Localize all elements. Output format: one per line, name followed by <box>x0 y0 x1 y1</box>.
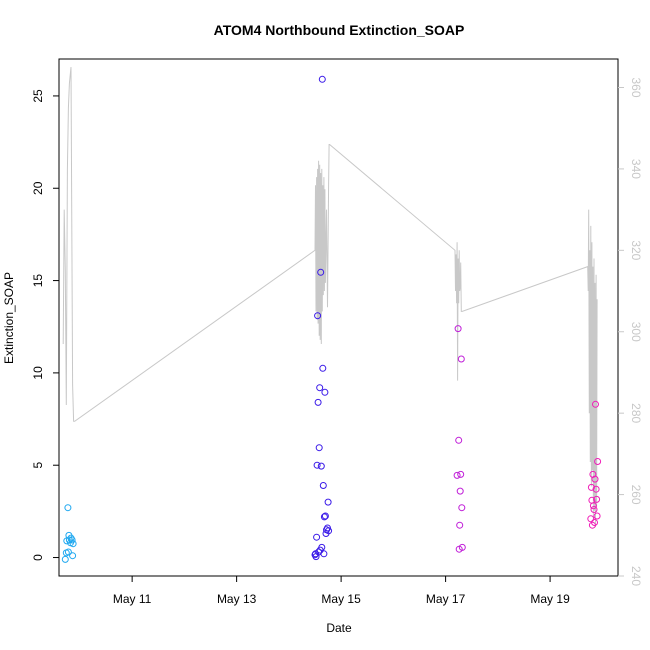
data-point <box>317 462 325 470</box>
data-point <box>455 436 463 444</box>
data-point <box>318 75 326 83</box>
data-point <box>314 312 322 320</box>
x-tick-label: May 11 <box>113 592 152 606</box>
y-tick-label: 20 <box>31 181 45 195</box>
y-tick-label: 10 <box>31 366 45 380</box>
data-point <box>64 548 72 556</box>
chart-title: ATOM4 Northbound Extinction_SOAP <box>214 22 465 38</box>
data-point <box>458 504 466 512</box>
data-point <box>313 533 321 541</box>
data-point <box>68 536 76 544</box>
y-tick-label: 25 <box>31 89 45 103</box>
data-point <box>594 458 602 465</box>
x-tick-label: May 15 <box>321 592 361 606</box>
data-point <box>69 540 77 548</box>
data-point <box>458 543 466 551</box>
x-tick-label: May 19 <box>530 592 570 606</box>
y2-tick-label: 340 <box>629 159 643 179</box>
right-axis-trace-layer <box>62 67 598 528</box>
data-point <box>593 495 601 503</box>
data-point <box>320 550 328 558</box>
data-point <box>453 471 461 479</box>
y-tick-label: 5 <box>31 462 45 469</box>
data-point <box>456 487 464 495</box>
right-axis-trace-line <box>62 67 598 528</box>
data-point <box>317 268 325 276</box>
data-point <box>313 461 321 469</box>
y2-tick-label: 240 <box>629 566 643 586</box>
data-point <box>592 400 599 408</box>
data-point <box>592 485 600 493</box>
y-axis-label: Extinction_SOAP <box>2 272 16 364</box>
data-point <box>589 502 597 510</box>
x-axis: May 11 May 13 May 15 May 17 May 19 <box>113 576 570 606</box>
data-point <box>591 519 598 526</box>
data-point <box>315 444 323 452</box>
data-point <box>324 498 332 506</box>
x-tick-label: May 13 <box>217 592 257 606</box>
x-tick-label: May 17 <box>426 592 466 606</box>
data-point <box>64 504 72 512</box>
data-point <box>590 506 598 513</box>
y2-tick-label: 360 <box>629 77 643 97</box>
y-tick-label: 0 <box>31 554 45 561</box>
data-point <box>457 470 465 478</box>
data-point <box>587 483 595 491</box>
data-point <box>314 398 322 406</box>
data-point <box>591 475 599 483</box>
data-point <box>316 384 324 392</box>
data-point <box>454 325 462 333</box>
data-point <box>593 512 601 520</box>
x-axis-label: Date <box>326 621 352 635</box>
data-point <box>318 543 326 551</box>
y2-tick-label: 300 <box>629 322 643 342</box>
data-point <box>321 388 329 396</box>
data-point <box>319 364 327 372</box>
right-y-axis: 240 260 280 300 320 340 360 <box>618 77 643 586</box>
plot-frame <box>58 58 619 577</box>
data-points-layer <box>61 75 602 563</box>
data-point <box>320 513 328 521</box>
y2-tick-label: 260 <box>629 485 643 505</box>
data-point <box>69 552 77 560</box>
data-point <box>61 555 69 563</box>
data-point <box>319 482 327 489</box>
data-point <box>321 512 329 520</box>
data-point <box>457 355 465 363</box>
y2-tick-label: 320 <box>629 240 643 260</box>
y-axis: 0 5 10 15 20 25 <box>31 89 59 561</box>
y2-tick-label: 280 <box>629 403 643 423</box>
data-point <box>456 521 464 529</box>
data-point <box>325 527 333 535</box>
data-point <box>587 515 595 523</box>
y-tick-label: 15 <box>31 274 45 288</box>
